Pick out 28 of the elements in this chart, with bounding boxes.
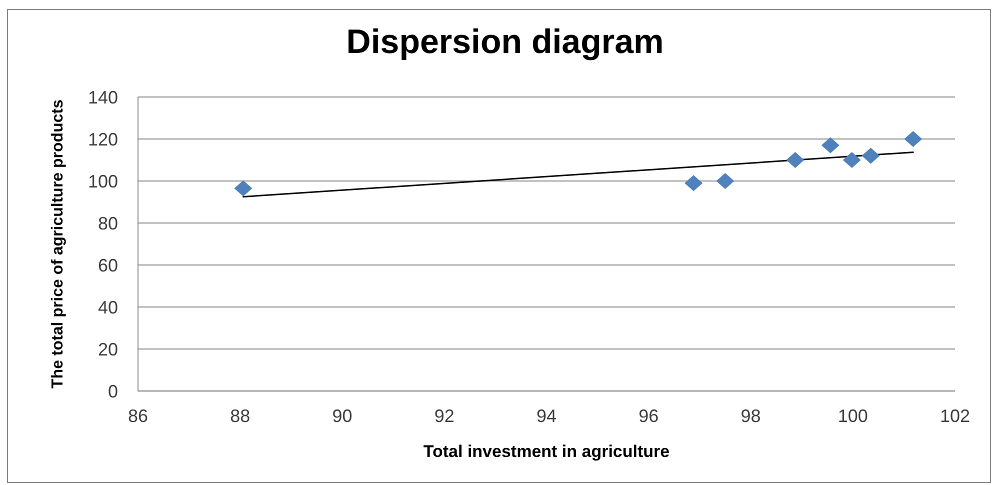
y-tick-label: 40 xyxy=(98,297,118,318)
x-axis-title: Total investment in agriculture xyxy=(423,442,670,461)
y-tick-label: 60 xyxy=(98,255,118,276)
y-tick-label: 0 xyxy=(108,381,118,402)
x-tick-label: 98 xyxy=(740,406,761,426)
x-tick-label: 102 xyxy=(940,406,970,426)
point xyxy=(862,148,880,164)
x-tick-label: 96 xyxy=(638,406,659,426)
x-tick-label: 94 xyxy=(536,406,557,426)
x-tick-label: 86 xyxy=(128,406,148,426)
y-tick-label: 140 xyxy=(88,87,118,108)
y-tick-label: 80 xyxy=(98,213,118,234)
y-tick-label: 100 xyxy=(88,171,118,192)
y-tick-label: 120 xyxy=(88,129,118,150)
point xyxy=(786,152,804,168)
x-tick-label: 90 xyxy=(332,406,352,426)
point xyxy=(234,180,252,196)
x-tick-label: 100 xyxy=(838,406,868,426)
point xyxy=(716,173,734,189)
x-tick-label: 92 xyxy=(434,406,454,426)
point xyxy=(821,137,840,154)
y-tick-label: 20 xyxy=(98,339,118,360)
y-axis-title: The total price of agriculture products xyxy=(50,99,66,388)
point xyxy=(904,131,922,147)
point xyxy=(684,175,703,192)
point xyxy=(842,152,861,168)
x-tick-label: 88 xyxy=(230,406,250,426)
chart-title: Dispersion diagram xyxy=(345,22,665,62)
